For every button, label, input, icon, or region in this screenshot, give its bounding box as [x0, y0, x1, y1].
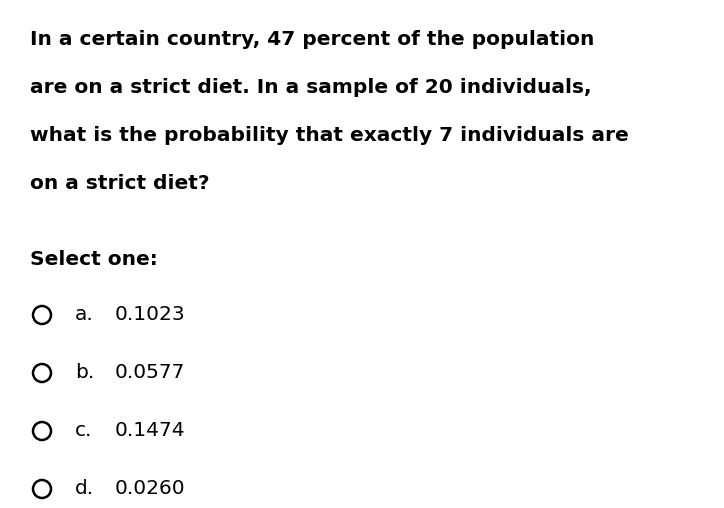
- Text: In a certain country, 47 percent of the population: In a certain country, 47 percent of the …: [30, 30, 594, 49]
- Text: 0.0260: 0.0260: [115, 479, 185, 498]
- Text: Select one:: Select one:: [30, 250, 158, 269]
- Text: 0.0577: 0.0577: [115, 363, 185, 382]
- Text: are on a strict diet. In a sample of 20 individuals,: are on a strict diet. In a sample of 20 …: [30, 78, 592, 97]
- Text: on a strict diet?: on a strict diet?: [30, 174, 209, 193]
- Text: 0.1474: 0.1474: [115, 421, 185, 440]
- Text: what is the probability that exactly 7 individuals are: what is the probability that exactly 7 i…: [30, 126, 628, 145]
- Text: d.: d.: [75, 479, 94, 498]
- Text: b.: b.: [75, 363, 94, 382]
- Text: c.: c.: [75, 421, 93, 440]
- Text: a.: a.: [75, 305, 93, 324]
- Text: 0.1023: 0.1023: [115, 305, 185, 324]
